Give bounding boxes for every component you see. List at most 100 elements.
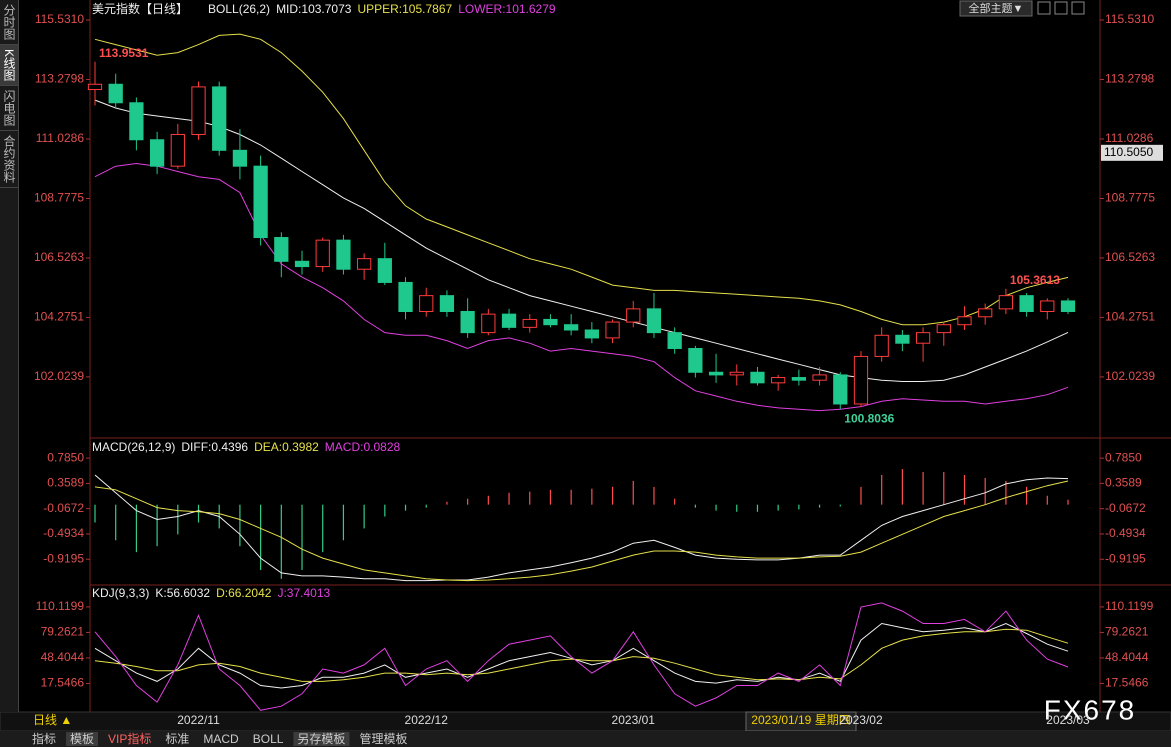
icon[interactable] xyxy=(1071,1,1085,15)
tab-label[interactable]: MACD xyxy=(203,732,239,746)
legend-label: 美元指数【日线】 xyxy=(92,1,188,16)
indicator-line xyxy=(94,480,1069,582)
candle-body xyxy=(688,347,703,373)
icon[interactable] xyxy=(1037,1,1051,15)
tab-label[interactable]: 管理模板 xyxy=(359,731,407,746)
y-tick-label: 102.0239 xyxy=(34,369,84,383)
candle-body xyxy=(771,377,786,384)
tab-label[interactable]: 标准 xyxy=(165,732,189,746)
legend-label: UPPER:105.7867 xyxy=(357,2,452,16)
y-tick-label: 113.2798 xyxy=(1105,72,1154,86)
candle-body xyxy=(646,308,662,334)
crosshair-label: 2023/01/19 星期四 xyxy=(751,713,850,727)
price-tag-label: 110.5050 xyxy=(1104,145,1153,159)
candle-body xyxy=(853,355,869,405)
candle-body xyxy=(957,316,972,326)
tab-label[interactable]: VIP指标 xyxy=(108,731,151,746)
candle-body xyxy=(377,258,392,283)
y-tick-label: 79.2621 xyxy=(41,625,85,639)
theme-button[interactable] xyxy=(959,0,1033,17)
candle-body xyxy=(149,139,165,167)
indicator-line xyxy=(94,622,1069,689)
sidebar-tab[interactable]: 合约资料 xyxy=(0,131,18,189)
indicator-line xyxy=(94,33,1069,326)
candle-body xyxy=(315,239,330,268)
sidebar: 分时图 K线图 闪电图 合约资料 xyxy=(0,0,19,712)
y-tick-label: 79.2621 xyxy=(1105,625,1149,639)
x-tick-label: 2023/02 xyxy=(839,713,883,727)
tab-label[interactable]: BOLL xyxy=(253,732,284,746)
y-tick-label: 17.5466 xyxy=(41,676,85,690)
x-tick-label: 2022/12 xyxy=(405,713,449,727)
y-tick-label: -0.4934 xyxy=(43,526,84,540)
candle-body xyxy=(439,295,455,312)
legend-label: DEA:0.3982 xyxy=(254,440,319,454)
candle-body xyxy=(212,86,227,151)
y-tick-label: 104.2751 xyxy=(1105,310,1155,324)
tab[interactable] xyxy=(293,732,350,746)
candle-body xyxy=(87,83,103,91)
icon[interactable] xyxy=(1054,1,1068,15)
candle-body xyxy=(833,374,848,405)
y-tick-label: 104.2751 xyxy=(34,310,84,324)
extreme-label: 105.3613 xyxy=(1010,273,1060,287)
y-tick-label: 115.5310 xyxy=(1105,12,1154,26)
candle-body xyxy=(584,329,599,339)
sidebar-tab[interactable]: 闪电图 xyxy=(0,86,18,132)
candle-body xyxy=(729,371,744,376)
candle-body xyxy=(460,310,475,334)
y-tick-label: 113.2798 xyxy=(35,72,84,86)
y-tick-label: -0.9195 xyxy=(1105,551,1146,565)
period-label[interactable]: 日线 ▲ xyxy=(33,713,72,727)
tab[interactable] xyxy=(66,732,99,746)
y-tick-label: 108.7775 xyxy=(34,191,84,205)
y-tick-label: 0.3589 xyxy=(47,476,84,490)
y-tick-label: 111.0286 xyxy=(36,131,85,145)
legend-label: K:56.6032 xyxy=(155,586,210,600)
tab-bar xyxy=(0,731,1171,747)
tab-label[interactable]: 指标 xyxy=(32,731,56,746)
candle-body xyxy=(336,239,351,270)
y-tick-label: 102.0239 xyxy=(1105,369,1155,383)
x-tick-label: 2022/11 xyxy=(177,713,220,727)
tab-label[interactable]: 模板 xyxy=(70,732,94,746)
candle-body xyxy=(232,149,248,167)
x-tick-label: 2023/03 xyxy=(1046,713,1090,727)
candle-body xyxy=(170,133,185,167)
sidebar-tab[interactable]: 分时图 xyxy=(0,0,18,45)
y-tick-label: 0.7850 xyxy=(1105,450,1142,464)
candle-body xyxy=(108,83,123,104)
candle-body xyxy=(874,334,889,357)
legend-label: D:66.2042 xyxy=(216,586,272,600)
candle-body xyxy=(791,377,806,381)
y-tick-label: 110.1199 xyxy=(36,599,85,613)
candle-body xyxy=(708,371,724,376)
y-tick-label: 48.4044 xyxy=(41,650,85,664)
candle-body xyxy=(253,165,268,239)
candle-body xyxy=(1019,295,1034,312)
legend-label: DIFF:0.4396 xyxy=(181,440,248,454)
watermark: FX678 xyxy=(1044,694,1137,725)
candle-body xyxy=(191,86,206,135)
theme-button-label[interactable]: 全部主题▼ xyxy=(969,1,1024,15)
y-tick-label: -0.4934 xyxy=(1105,526,1146,540)
y-tick-label: 48.4044 xyxy=(1105,650,1149,664)
legend-label: MACD:0.0828 xyxy=(325,440,401,454)
candle-body xyxy=(626,308,641,323)
y-tick-label: 108.7775 xyxy=(1105,191,1155,205)
legend-label: MACD(26,12,9) xyxy=(92,440,175,454)
indicator-line xyxy=(94,602,1069,711)
candle-body xyxy=(419,295,434,312)
y-tick-label: 111.0286 xyxy=(1105,131,1154,145)
indicator-line xyxy=(94,99,1069,382)
y-tick-label: 17.5466 xyxy=(1105,676,1149,690)
price-tag xyxy=(1101,144,1163,161)
tab-label[interactable]: 另存模板 xyxy=(297,732,345,746)
sidebar-tab[interactable]: K线图 xyxy=(0,45,18,87)
legend-label: LOWER:101.6279 xyxy=(458,2,556,16)
candle-body xyxy=(564,324,579,331)
y-tick-label: 106.5263 xyxy=(1105,250,1155,264)
y-tick-label: -0.0672 xyxy=(43,501,84,515)
